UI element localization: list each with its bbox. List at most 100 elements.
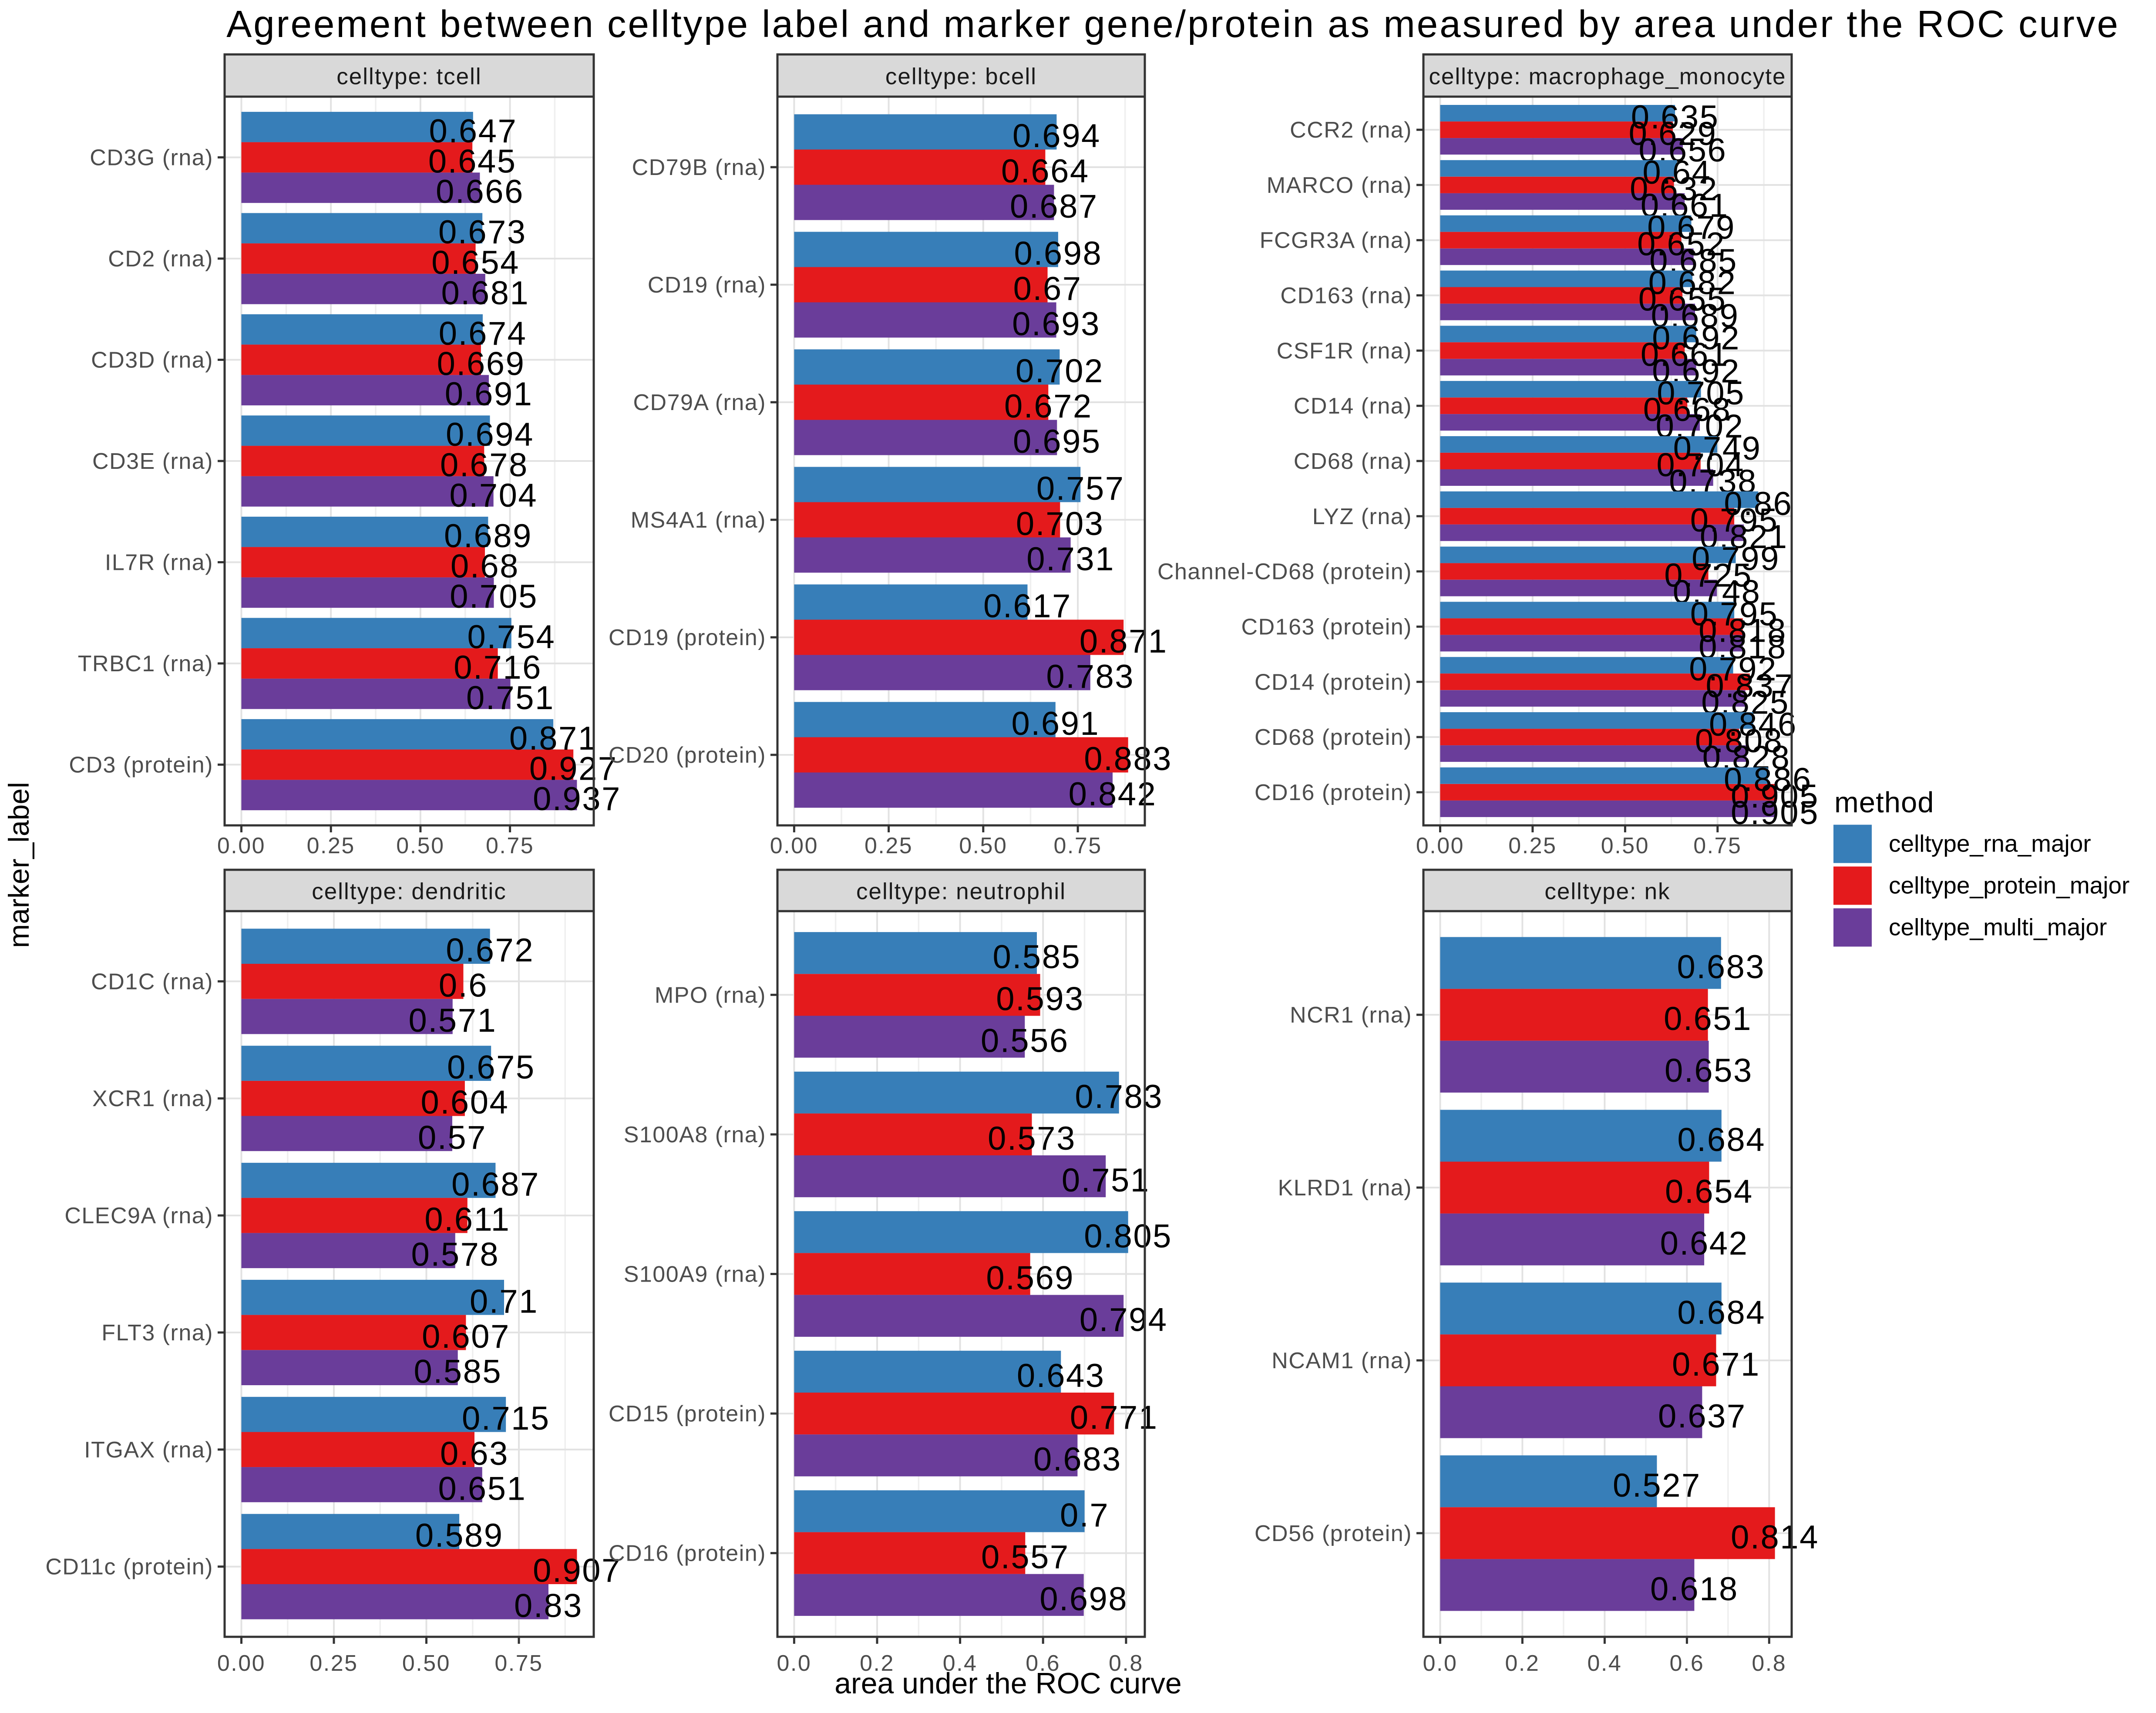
svg-text:CD3E (rna): CD3E (rna) (92, 449, 213, 474)
svg-text:0.653: 0.653 (1665, 1052, 1753, 1089)
svg-text:0.814: 0.814 (1731, 1519, 1819, 1556)
svg-text:0.883: 0.883 (1084, 740, 1172, 777)
svg-text:0.67: 0.67 (1013, 270, 1082, 307)
svg-text:0.666: 0.666 (436, 173, 524, 210)
svg-text:0.629: 0.629 (1629, 115, 1717, 152)
svg-text:0.585: 0.585 (414, 1353, 502, 1390)
svg-text:0.692: 0.692 (1652, 320, 1740, 357)
svg-text:0.684: 0.684 (1677, 1121, 1766, 1158)
svg-text:CD79B (rna): CD79B (rna) (632, 155, 766, 180)
svg-text:0.871: 0.871 (509, 720, 598, 757)
svg-text:0.705: 0.705 (450, 578, 538, 615)
svg-text:0.0: 0.0 (777, 1651, 812, 1676)
svg-text:CD19 (protein): CD19 (protein) (609, 625, 766, 650)
svg-text:0.642: 0.642 (1660, 1225, 1749, 1262)
svg-text:FCGR3A (rna): FCGR3A (rna) (1260, 228, 1412, 253)
svg-text:celltype: dendritic: celltype: dendritic (312, 879, 506, 905)
svg-text:0.0: 0.0 (1423, 1651, 1458, 1676)
svg-text:0.783: 0.783 (1075, 1078, 1163, 1115)
svg-text:0.751: 0.751 (466, 680, 555, 717)
svg-text:0.00: 0.00 (770, 833, 818, 858)
svg-text:Agreement between celltype lab: Agreement between celltype label and mar… (226, 3, 2120, 45)
svg-text:0.556: 0.556 (981, 1023, 1069, 1060)
svg-text:0.573: 0.573 (988, 1120, 1076, 1157)
svg-text:CD68 (rna): CD68 (rna) (1294, 449, 1412, 474)
svg-text:CD14 (rna): CD14 (rna) (1294, 394, 1412, 419)
svg-text:0.927: 0.927 (529, 750, 618, 788)
svg-text:0.757: 0.757 (1036, 470, 1125, 507)
svg-text:method: method (1834, 786, 1934, 819)
svg-text:0.668: 0.668 (1643, 391, 1732, 428)
svg-text:0.937: 0.937 (533, 781, 621, 818)
svg-text:0.842: 0.842 (1069, 776, 1157, 813)
svg-text:KLRD1 (rna): KLRD1 (rna) (1278, 1175, 1412, 1201)
svg-text:0.698: 0.698 (1039, 1581, 1128, 1618)
svg-text:0.645: 0.645 (428, 143, 517, 180)
svg-text:CD15 (protein): CD15 (protein) (609, 1401, 766, 1427)
svg-text:0.68: 0.68 (451, 548, 519, 585)
svg-text:0.2: 0.2 (860, 1651, 895, 1676)
svg-text:0.86: 0.86 (1724, 485, 1793, 522)
svg-text:IL7R (rna): IL7R (rna) (105, 550, 213, 575)
svg-text:0.00: 0.00 (217, 1651, 266, 1676)
svg-text:0.703: 0.703 (1016, 505, 1104, 542)
svg-text:0.886: 0.886 (1724, 761, 1812, 798)
svg-text:0.632: 0.632 (1630, 171, 1718, 208)
svg-text:0.672: 0.672 (1004, 388, 1093, 425)
svg-text:0.607: 0.607 (422, 1318, 510, 1355)
svg-text:0.818: 0.818 (1699, 613, 1787, 650)
svg-text:0.637: 0.637 (1658, 1398, 1746, 1435)
svg-text:0.25: 0.25 (307, 833, 355, 858)
svg-text:CD79A (rna): CD79A (rna) (633, 390, 767, 415)
svg-text:0.8: 0.8 (1109, 1651, 1144, 1676)
svg-text:0.673: 0.673 (438, 214, 527, 251)
svg-text:0.751: 0.751 (1062, 1162, 1150, 1199)
svg-text:0.651: 0.651 (438, 1471, 527, 1508)
svg-text:ITGAX (rna): ITGAX (rna) (84, 1437, 213, 1463)
svg-text:0.655: 0.655 (1638, 281, 1727, 318)
svg-text:0.674: 0.674 (439, 315, 527, 352)
svg-text:0.75: 0.75 (486, 833, 534, 858)
svg-text:0.593: 0.593 (996, 980, 1084, 1017)
svg-text:0.682: 0.682 (1648, 265, 1737, 302)
svg-text:CD3D (rna): CD3D (rna) (91, 348, 213, 373)
svg-text:0.654: 0.654 (1665, 1173, 1753, 1210)
svg-text:0.64: 0.64 (1642, 154, 1711, 191)
svg-text:CD68 (protein): CD68 (protein) (1255, 725, 1412, 750)
svg-text:0.50: 0.50 (1601, 833, 1649, 858)
svg-text:0.669: 0.669 (437, 346, 525, 383)
svg-text:celltype: bcell: celltype: bcell (885, 64, 1037, 90)
svg-text:NCR1 (rna): NCR1 (rna) (1290, 1003, 1412, 1028)
svg-text:FLT3 (rna): FLT3 (rna) (101, 1320, 213, 1346)
svg-text:0.25: 0.25 (309, 1651, 358, 1676)
svg-text:celltype_rna_major: celltype_rna_major (1889, 830, 2091, 857)
svg-text:0.00: 0.00 (1416, 833, 1464, 858)
svg-text:0.698: 0.698 (1014, 235, 1103, 272)
svg-text:0.771: 0.771 (1070, 1399, 1158, 1436)
svg-text:0.731: 0.731 (1026, 541, 1115, 578)
svg-text:0.578: 0.578 (411, 1236, 499, 1273)
svg-text:CD20 (protein): CD20 (protein) (609, 743, 766, 768)
svg-text:marker_label: marker_label (3, 782, 35, 948)
svg-text:CD1C (rna): CD1C (rna) (91, 969, 213, 994)
svg-text:0.50: 0.50 (396, 833, 444, 858)
svg-text:Channel-CD68 (protein): Channel-CD68 (protein) (1157, 559, 1412, 585)
svg-text:0.569: 0.569 (986, 1260, 1074, 1297)
svg-text:CD11c (protein): CD11c (protein) (45, 1555, 213, 1580)
svg-text:0.693: 0.693 (1012, 306, 1100, 343)
svg-text:0.604: 0.604 (421, 1084, 509, 1121)
svg-text:0.694: 0.694 (446, 416, 534, 453)
svg-text:CD16 (protein): CD16 (protein) (609, 1541, 766, 1566)
svg-text:0.651: 0.651 (1664, 1000, 1752, 1037)
svg-text:0.671: 0.671 (1672, 1346, 1760, 1383)
svg-text:0.905: 0.905 (1731, 778, 1819, 815)
svg-text:0.664: 0.664 (1001, 153, 1090, 190)
svg-text:0.6: 0.6 (1670, 1651, 1705, 1676)
svg-text:0.805: 0.805 (1084, 1218, 1172, 1255)
svg-text:0.661: 0.661 (1641, 336, 1729, 373)
svg-text:0.2: 0.2 (1505, 1651, 1540, 1676)
svg-text:0.75: 0.75 (1693, 833, 1742, 858)
svg-text:0.527: 0.527 (1613, 1467, 1701, 1504)
svg-text:CD14 (protein): CD14 (protein) (1255, 670, 1412, 695)
svg-text:0.00: 0.00 (217, 833, 266, 858)
